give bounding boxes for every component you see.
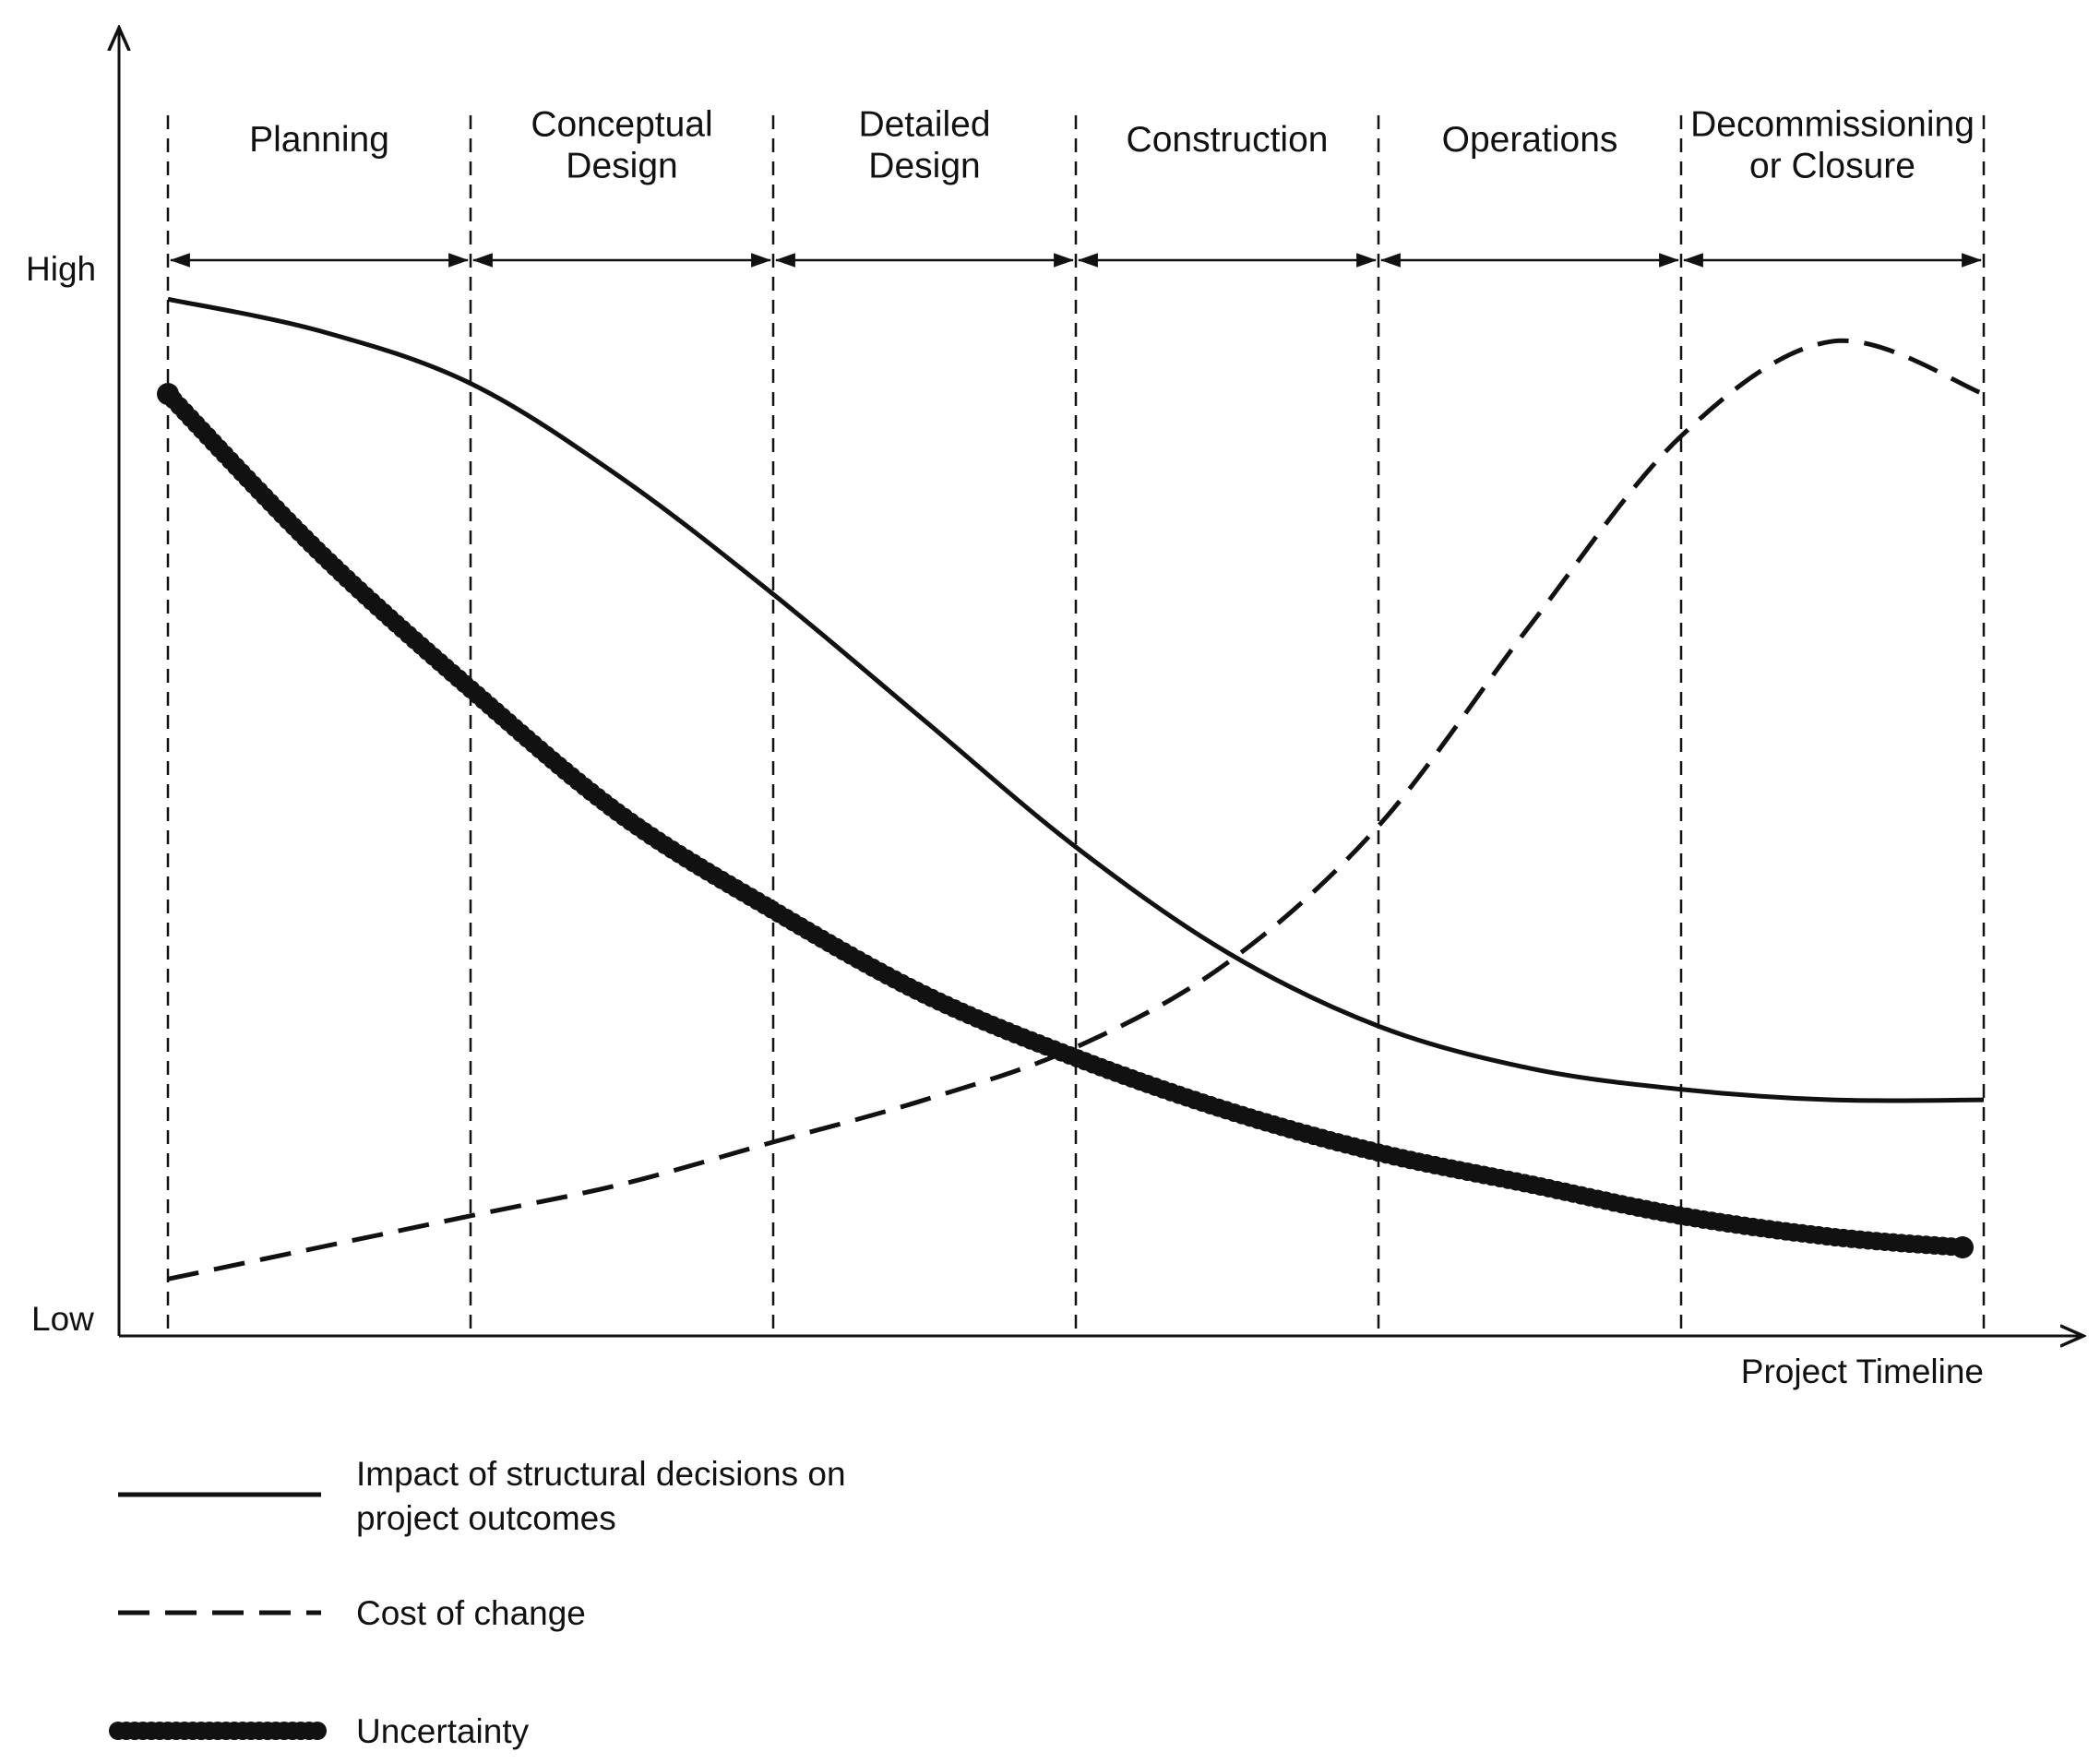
- series-line-solid: [167, 296, 1985, 1103]
- phase-label: Operations: [1442, 120, 1618, 160]
- y-axis-high-label: High: [26, 250, 96, 288]
- series-end-dot: [157, 383, 179, 406]
- phase-label: Decommissioning: [1690, 105, 1975, 145]
- phase-label: or Closure: [1749, 147, 1915, 186]
- phase-label: Detailed: [858, 105, 990, 145]
- series-end-dot: [1951, 1236, 1975, 1259]
- phase-label: Conceptual: [531, 105, 712, 145]
- legend-label: project outcomes: [356, 1499, 616, 1537]
- phase-label: Planning: [249, 120, 389, 160]
- y-axis-low-label: Low: [31, 1300, 94, 1338]
- series-line-thick-dotted: [159, 385, 1973, 1257]
- series-lines: [157, 296, 1985, 1281]
- legend-label: Uncertainty: [356, 1712, 530, 1750]
- x-axis-label: Project Timeline: [1741, 1353, 1984, 1390]
- phase-label: Construction: [1127, 120, 1329, 160]
- legend-label: Cost of change: [356, 1594, 586, 1632]
- legend: Impact of structural decisions on project…: [109, 1455, 846, 1750]
- phase-label: Design: [868, 147, 980, 186]
- axes: High Low Project Timeline: [26, 28, 2083, 1390]
- legend-label: Impact of structural decisions on: [356, 1455, 846, 1493]
- phase-label: Design: [566, 147, 677, 186]
- phase-dividers: Planning ConceptualDesignDetailedDesignCo…: [166, 105, 1986, 1336]
- series-line-dashed: [167, 338, 1985, 1281]
